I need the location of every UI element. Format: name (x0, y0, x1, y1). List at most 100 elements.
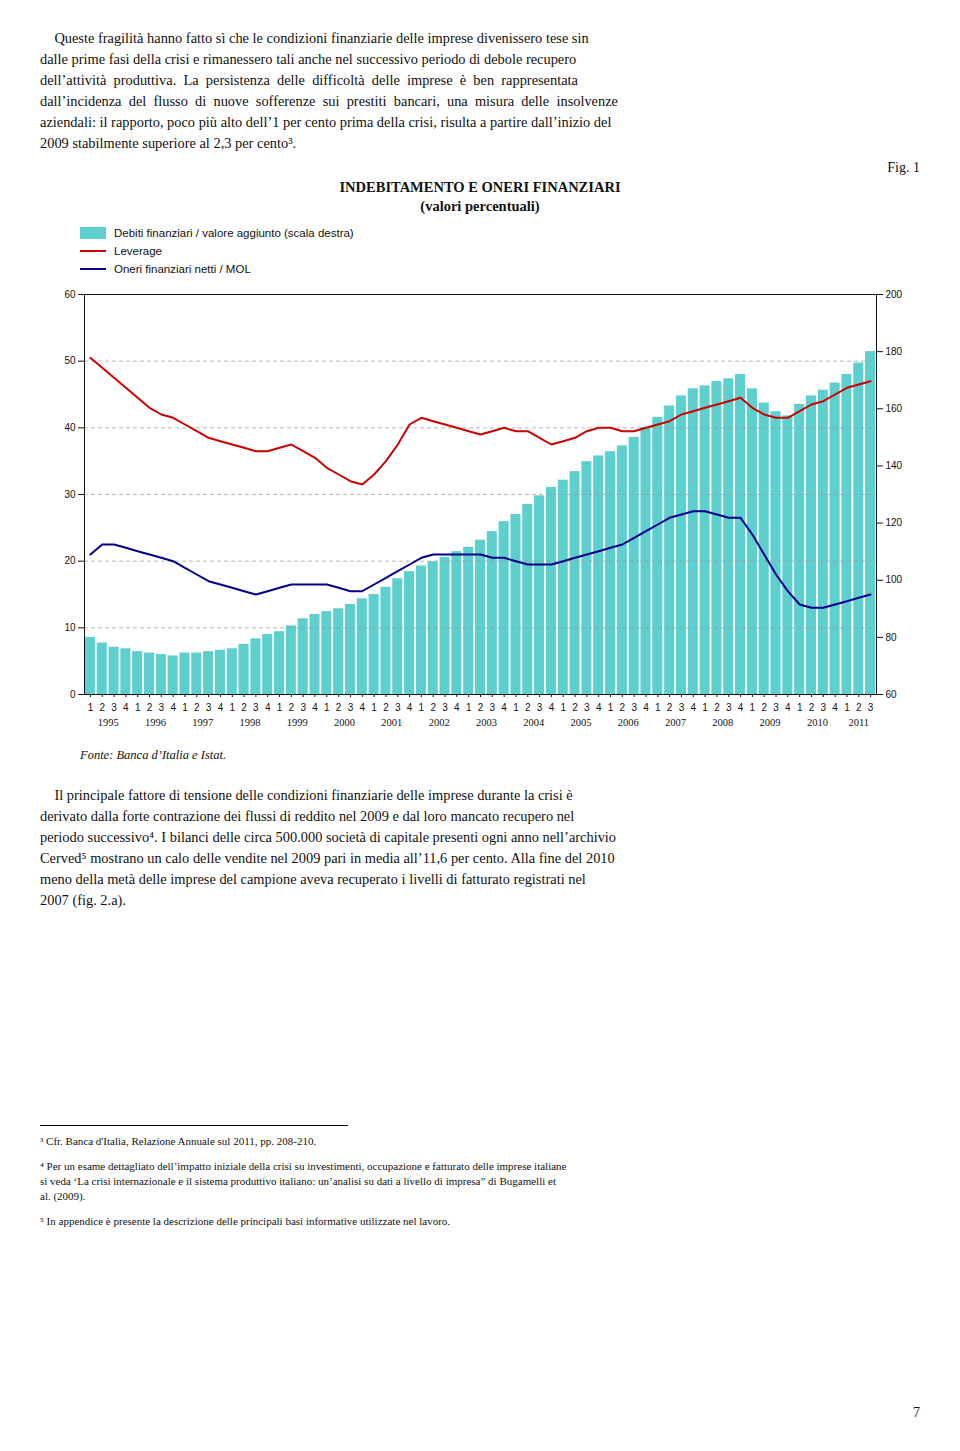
svg-text:4: 4 (501, 702, 507, 713)
svg-text:1: 1 (702, 702, 708, 713)
svg-text:2: 2 (241, 702, 247, 713)
svg-text:3: 3 (253, 702, 259, 713)
svg-text:3: 3 (631, 702, 637, 713)
svg-text:1: 1 (797, 702, 803, 713)
svg-text:1998: 1998 (239, 717, 260, 728)
svg-text:3: 3 (159, 702, 165, 713)
svg-text:2: 2 (194, 702, 200, 713)
svg-text:3: 3 (300, 702, 306, 713)
svg-text:30: 30 (64, 489, 76, 500)
svg-text:20: 20 (64, 555, 76, 566)
svg-text:60: 60 (64, 289, 76, 300)
svg-text:2: 2 (99, 702, 105, 713)
svg-text:2: 2 (620, 702, 626, 713)
svg-text:2000: 2000 (334, 717, 355, 728)
svg-text:3: 3 (679, 702, 685, 713)
svg-text:1: 1 (229, 702, 235, 713)
svg-text:2005: 2005 (570, 717, 591, 728)
svg-text:1997: 1997 (192, 717, 213, 728)
svg-text:1: 1 (750, 702, 756, 713)
svg-text:3: 3 (537, 702, 543, 713)
svg-text:180: 180 (886, 346, 903, 357)
svg-text:2: 2 (336, 702, 342, 713)
svg-text:4: 4 (218, 702, 224, 713)
svg-text:1996: 1996 (145, 717, 166, 728)
svg-text:40: 40 (64, 422, 76, 433)
svg-text:1: 1 (419, 702, 425, 713)
svg-text:2: 2 (572, 702, 578, 713)
svg-text:2011: 2011 (848, 717, 869, 728)
svg-text:1: 1 (466, 702, 472, 713)
svg-text:2009: 2009 (760, 717, 781, 728)
svg-text:160: 160 (886, 403, 903, 414)
svg-text:3: 3 (868, 702, 874, 713)
svg-text:3: 3 (726, 702, 732, 713)
svg-text:80: 80 (886, 632, 898, 643)
svg-text:3: 3 (821, 702, 827, 713)
svg-text:4: 4 (360, 702, 366, 713)
svg-text:1: 1 (844, 702, 850, 713)
svg-text:4: 4 (454, 702, 460, 713)
svg-text:2: 2 (430, 702, 436, 713)
svg-text:4: 4 (123, 702, 129, 713)
svg-text:2: 2 (147, 702, 153, 713)
svg-text:3: 3 (206, 702, 212, 713)
svg-text:3: 3 (111, 702, 117, 713)
svg-text:4: 4 (785, 702, 791, 713)
svg-text:2: 2 (856, 702, 862, 713)
svg-text:4: 4 (170, 702, 176, 713)
svg-text:1: 1 (608, 702, 614, 713)
svg-text:3: 3 (348, 702, 354, 713)
svg-text:4: 4 (832, 702, 838, 713)
svg-text:4: 4 (738, 702, 744, 713)
svg-text:3: 3 (490, 702, 496, 713)
svg-text:3: 3 (442, 702, 448, 713)
svg-text:2: 2 (761, 702, 767, 713)
svg-text:10: 10 (64, 622, 76, 633)
svg-text:2: 2 (809, 702, 815, 713)
svg-text:1: 1 (135, 702, 141, 713)
svg-text:60: 60 (886, 689, 898, 700)
svg-text:1: 1 (655, 702, 661, 713)
svg-text:2: 2 (383, 702, 389, 713)
svg-text:2003: 2003 (476, 717, 497, 728)
svg-text:140: 140 (886, 460, 903, 471)
svg-text:4: 4 (312, 702, 318, 713)
html-text:Queste fragilità hanno fatto s: Queste fragilità hanno fatto sì che le c… (40, 30, 589, 46)
svg-text:3: 3 (395, 702, 401, 713)
svg-text:2002: 2002 (429, 717, 450, 728)
svg-text:1: 1 (513, 702, 519, 713)
svg-text:1: 1 (371, 702, 377, 713)
svg-text:1: 1 (182, 702, 188, 713)
svg-text:2: 2 (714, 702, 720, 713)
svg-text:2: 2 (478, 702, 484, 713)
svg-text:100: 100 (886, 574, 903, 585)
svg-text:4: 4 (549, 702, 555, 713)
svg-text:4: 4 (407, 702, 413, 713)
svg-text:1: 1 (88, 702, 94, 713)
svg-text:1: 1 (560, 702, 566, 713)
svg-text:1995: 1995 (98, 717, 119, 728)
svg-text:2007: 2007 (665, 717, 686, 728)
svg-text:2004: 2004 (523, 717, 545, 728)
svg-text:4: 4 (596, 702, 602, 713)
svg-text:4: 4 (690, 702, 696, 713)
svg-text:2: 2 (289, 702, 295, 713)
svg-text:2008: 2008 (712, 717, 733, 728)
svg-text:2: 2 (525, 702, 531, 713)
svg-text:120: 120 (886, 517, 903, 528)
svg-text:2001: 2001 (381, 717, 402, 728)
svg-text:2: 2 (667, 702, 673, 713)
svg-text:1999: 1999 (287, 717, 308, 728)
svg-text:4: 4 (265, 702, 271, 713)
svg-text:3: 3 (773, 702, 779, 713)
svg-text:1: 1 (277, 702, 283, 713)
svg-text:2006: 2006 (618, 717, 639, 728)
svg-text:0: 0 (70, 689, 76, 700)
svg-text:50: 50 (64, 355, 76, 366)
svg-text:3: 3 (584, 702, 590, 713)
svg-text:200: 200 (886, 289, 903, 300)
svg-text:4: 4 (643, 702, 649, 713)
svg-text:2010: 2010 (807, 717, 828, 728)
svg-text:1: 1 (324, 702, 330, 713)
